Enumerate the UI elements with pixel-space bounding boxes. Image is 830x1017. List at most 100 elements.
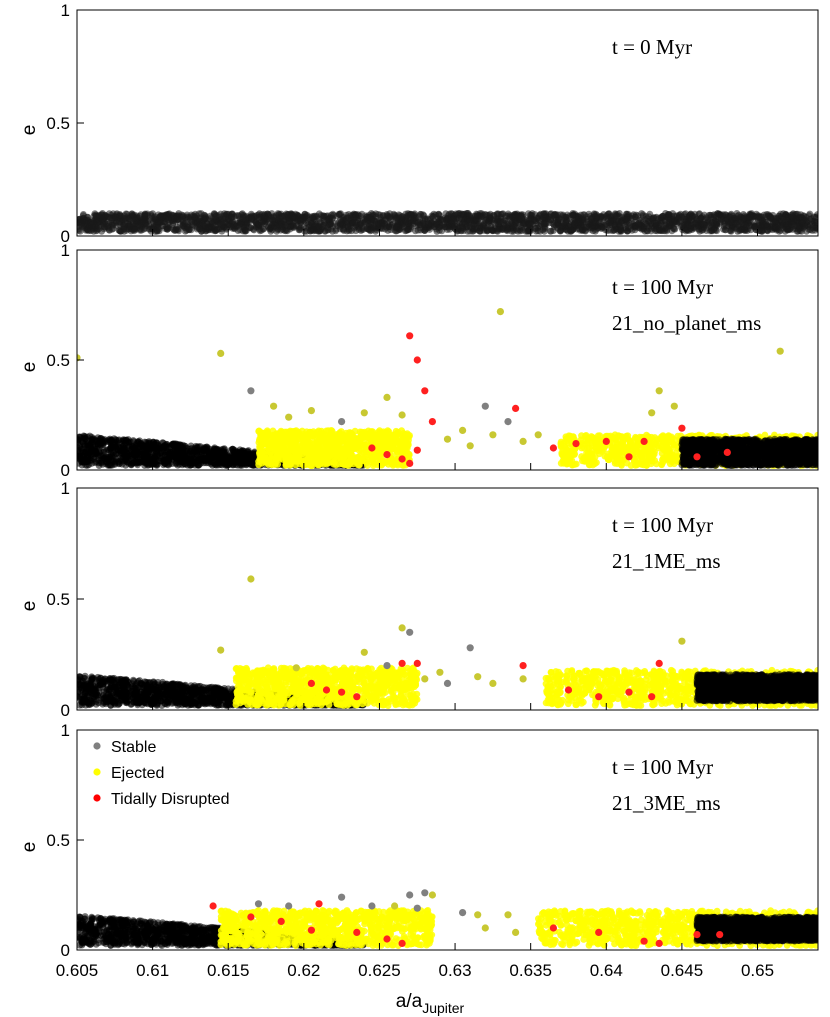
scatter-point [571,220,578,228]
scatter-point [169,214,177,222]
scatter-point [471,215,479,223]
scatter-point [736,219,744,226]
scatter-point [119,447,127,455]
scatter-point [84,433,91,441]
scatter-point [356,461,363,469]
scatter-point [665,211,673,218]
scatter-point [88,221,96,229]
scatter-point [388,223,395,231]
scatter-point [617,226,625,234]
scatter-point [695,225,702,233]
scatter-point [592,213,600,221]
scatter-point [139,216,146,223]
scatter-point [100,219,108,226]
scatter-point [426,226,434,233]
scatter-point [340,227,348,235]
scatter-point [241,227,249,235]
scatter-point [448,219,456,227]
scatter-point [688,216,695,223]
y-tick-label: 0 [61,227,70,246]
scatter-point [399,432,407,440]
scatter-point [552,221,560,229]
scatter-point [415,213,423,220]
scatter-point [788,221,795,228]
scatter-point [269,216,277,224]
scatter-point [80,453,88,461]
scatter-point [132,443,140,451]
scatter-point [317,212,325,219]
scatter-point [327,225,335,233]
scatter-point [271,222,279,230]
scatter-point [488,226,496,234]
scatter-point [645,217,653,225]
y-tick-label: 0.5 [46,114,70,133]
scatter-point [258,219,266,227]
scatter-point [623,210,630,218]
scatter-point [263,215,271,223]
scatter-point [130,226,137,234]
panel-1-frame [76,9,819,237]
scatter-point [206,225,214,232]
scatter-point [814,211,818,218]
scatter-point [581,211,588,219]
scatter-point [551,211,559,219]
scatter-point [230,223,238,231]
scatter-point [191,461,199,469]
y-axis-title: e [19,125,40,136]
scatter-point [644,227,651,235]
scatter-point [762,220,770,228]
scatter-point [518,226,526,234]
scatter-point [494,225,501,233]
scatter-point [458,224,466,232]
scatter-point [254,214,262,222]
scatter-point [295,217,303,224]
scatter-point [138,451,145,458]
scatter-point [106,461,114,469]
scatter-point [779,218,786,226]
scatter-point [98,452,106,459]
scatter-point [138,226,146,234]
scatter-point [103,438,111,445]
scatter-point [303,214,310,222]
scatter-point [164,216,172,224]
scatter-point [540,213,547,221]
scatter-point [336,210,344,218]
scatter-point [115,218,123,226]
scatter-point [176,447,184,454]
scatter-point [97,457,104,465]
scatter-point [277,223,285,231]
scatter-point [140,443,148,450]
scatter-point [152,449,160,456]
scatter-point [629,215,636,223]
scatter-point [560,214,568,221]
scatter-point [682,227,690,235]
scatter-point [132,217,139,224]
scatter-point [564,228,572,235]
scatter-point [142,455,150,463]
scatter-point [164,225,171,233]
scatter-point [315,223,322,231]
scatter-point [186,448,194,455]
scatter-point [222,213,230,221]
scatter-point [282,210,290,218]
panel-2-points [77,308,818,469]
scatter-point [741,227,749,234]
scatter-point [616,212,623,220]
scatter-point [201,444,208,452]
scatter-point [374,222,382,230]
scatter-point [337,218,345,226]
scatter-point [196,225,203,233]
scatter-point [285,217,293,225]
scatter-point [521,218,529,226]
scatter-point [446,226,454,233]
scatter-point [794,210,802,218]
scatter-point [381,217,389,224]
scatter-point [208,458,215,465]
scatter-point [568,211,576,219]
scatter-point [95,447,103,454]
scatter-point [342,211,350,219]
scatter-point [170,226,178,234]
scatter-point [499,226,507,233]
scatter-point [286,223,294,231]
